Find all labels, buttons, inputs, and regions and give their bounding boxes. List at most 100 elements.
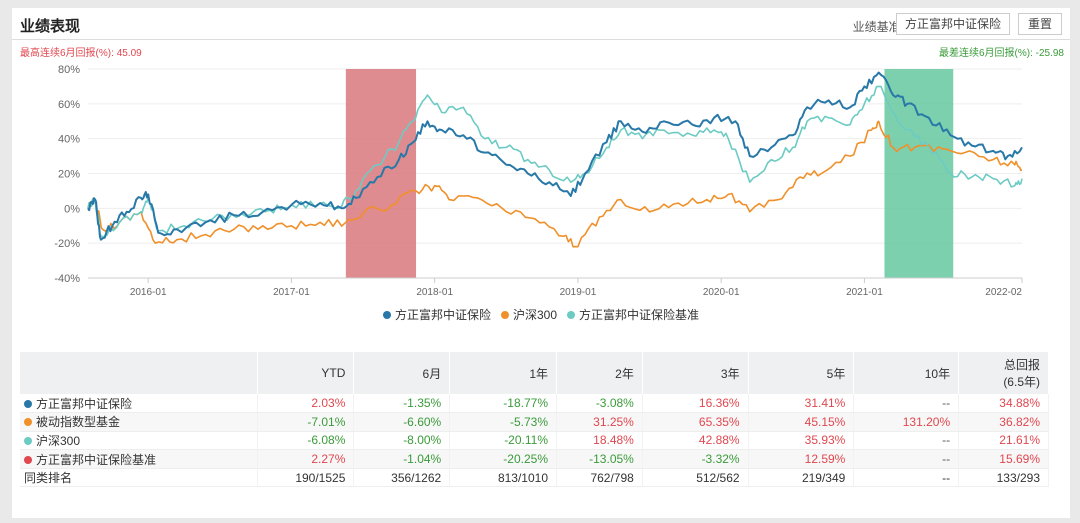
column-header: 3年 [642, 352, 749, 394]
row-name: 方正富邦中证保险基准 [20, 449, 258, 469]
row-label: 方正富邦中证保险 [36, 396, 133, 411]
series-dot-icon [24, 399, 32, 408]
row-label: 沪深300 [36, 433, 81, 448]
series-line-hs300 [87, 120, 1023, 248]
return-cell: 36.82% [958, 412, 1049, 432]
rank-cell: 356/1262 [353, 468, 451, 488]
return-cell: -- [853, 394, 960, 414]
rank-row: 同类排名 190/1525 356/1262 813/1010 762/798 512/5… [20, 468, 1049, 488]
legend-item-fund[interactable]: 方正富邦中证保险 [382, 308, 491, 322]
return-cell: 12.59% [748, 449, 855, 469]
column-header: 1年 [449, 352, 557, 394]
column-header: 6月 [353, 352, 451, 394]
return-cell: -3.32% [642, 449, 749, 469]
x-tick-label: 2019-01 [560, 287, 597, 298]
max-return-band [345, 69, 417, 278]
return-cell: 16.36% [642, 394, 749, 414]
reset-button[interactable]: 重置 [1017, 13, 1062, 35]
return-cell: -6.60% [353, 412, 451, 432]
column-header: 10年 [853, 352, 960, 394]
return-cell: 31.41% [748, 394, 855, 414]
return-cell: 31.25% [556, 412, 643, 432]
return-cell: -3.08% [556, 394, 643, 414]
x-tick-label: 2022-02 [985, 287, 1022, 298]
series-dot-icon [24, 418, 32, 427]
rank-label: 同类排名 [20, 468, 258, 488]
y-tick-label: 40% [58, 134, 80, 146]
series-line-fund [87, 71, 1023, 241]
return-cell: -- [853, 449, 960, 469]
y-tick-label: 0% [64, 203, 80, 215]
min-6m-value: -25.98 [1035, 48, 1064, 59]
table-row: 方正富邦中证保险 2.03% -1.35% -18.77% -3.08% 16.36% 31… [20, 394, 1049, 414]
y-tick-label: -20% [54, 238, 80, 250]
return-cell: 15.69% [958, 449, 1049, 469]
x-tick-label: 2020-01 [703, 287, 740, 298]
chart-legend: 方正富邦中证保险 沪深300 方正富邦中证保险基准 [12, 306, 1070, 323]
benchmark-select[interactable]: 方正富邦中证保险 [895, 13, 1010, 35]
column-header: 2年 [556, 352, 643, 394]
legend-item-hs300[interactable]: 沪深300 [500, 308, 558, 322]
max-6m-value: 45.09 [116, 48, 142, 59]
y-tick-label: 20% [58, 169, 80, 181]
row-label: 方正富邦中证保险基准 [36, 452, 157, 467]
y-tick-label: -40% [54, 273, 80, 285]
y-tick-label: 80% [58, 64, 80, 76]
return-cell: -18.77% [449, 394, 557, 414]
rank-cell: 512/562 [642, 468, 749, 488]
return-cell: -1.04% [353, 449, 451, 469]
return-cell: -20.11% [449, 431, 557, 451]
column-header: 总回报 (6.5年) [958, 352, 1049, 394]
return-cell: -20.25% [449, 449, 557, 469]
rank-cell: 813/1010 [449, 468, 557, 488]
row-name: 方正富邦中证保险 [20, 394, 258, 414]
returns-table: YTD 6月 1年 2年 3年 5年 10年 总回报 (6.5年) 方正富邦中证保险 2.03% -… [20, 352, 1049, 488]
return-cell: 131.20% [853, 412, 960, 432]
table-row: 被动指数型基金 -7.01% -6.60% -5.73% 31.25% 65.35% 45.… [20, 412, 1049, 432]
legend-dot-icon [567, 311, 576, 319]
x-tick-label: 2018-01 [416, 287, 453, 298]
x-tick-label: 2016-01 [130, 287, 167, 298]
table-row: 方正富邦中证保险基准 2.27% -1.04% -20.25% -13.05% -3.32… [20, 449, 1049, 469]
return-cell: -6.08% [257, 431, 355, 451]
return-cell: -5.73% [449, 412, 557, 432]
series-dot-icon [24, 455, 32, 464]
return-cell: -7.01% [257, 412, 355, 432]
min-return-band [884, 69, 954, 278]
return-cell: 34.88% [958, 394, 1049, 414]
column-header [20, 352, 258, 394]
return-cell: -8.00% [353, 431, 451, 451]
rank-cell: 133/293 [958, 468, 1049, 488]
table-header-row: YTD 6月 1年 2年 3年 5年 10年 总回报 (6.5年) [20, 352, 1049, 394]
return-cell: 18.48% [556, 431, 643, 451]
return-cell: 35.93% [748, 431, 855, 451]
column-header: YTD [257, 352, 355, 394]
series-line-bench [87, 85, 1023, 238]
rank-cell: 219/349 [748, 468, 855, 488]
performance-card: 业绩表现 业绩基准: 方正富邦中证保险 重置 最高连续6月回报(%): 45.0… [12, 8, 1070, 518]
max-6m-return: 最高连续6月回报(%): 45.09 [20, 44, 142, 59]
legend-dot-icon [500, 311, 509, 319]
return-cell: 65.35% [642, 412, 749, 432]
return-cell: -13.05% [556, 449, 643, 469]
return-cell: 45.15% [748, 412, 855, 432]
legend-item-bench[interactable]: 方正富邦中证保险基准 [567, 308, 699, 322]
rank-cell: 762/798 [556, 468, 643, 488]
column-header: 5年 [748, 352, 855, 394]
row-name: 沪深300 [20, 431, 258, 451]
rank-cell: -- [853, 468, 960, 488]
legend-label: 沪深300 [512, 308, 558, 322]
min-6m-label: 最差连续6月回报(%): [938, 48, 1033, 59]
row-label: 被动指数型基金 [36, 415, 121, 430]
legend-dot-icon [382, 311, 391, 319]
return-cell: 2.27% [257, 449, 355, 469]
x-tick-label: 2017-01 [273, 287, 310, 298]
rank-cell: 190/1525 [257, 468, 355, 488]
y-tick-label: 60% [58, 99, 80, 111]
performance-chart: 80% 60% 40% 20% 0% -20% -40% 2016-01 2017-01 2018… [54, 64, 1023, 298]
return-cell: -- [853, 431, 960, 451]
total-header-line1: 总回报 [1003, 358, 1040, 372]
row-name: 被动指数型基金 [20, 412, 258, 432]
total-header-line2: (6.5年) [1003, 375, 1040, 389]
max-6m-label: 最高连续6月回报(%): [20, 48, 114, 59]
